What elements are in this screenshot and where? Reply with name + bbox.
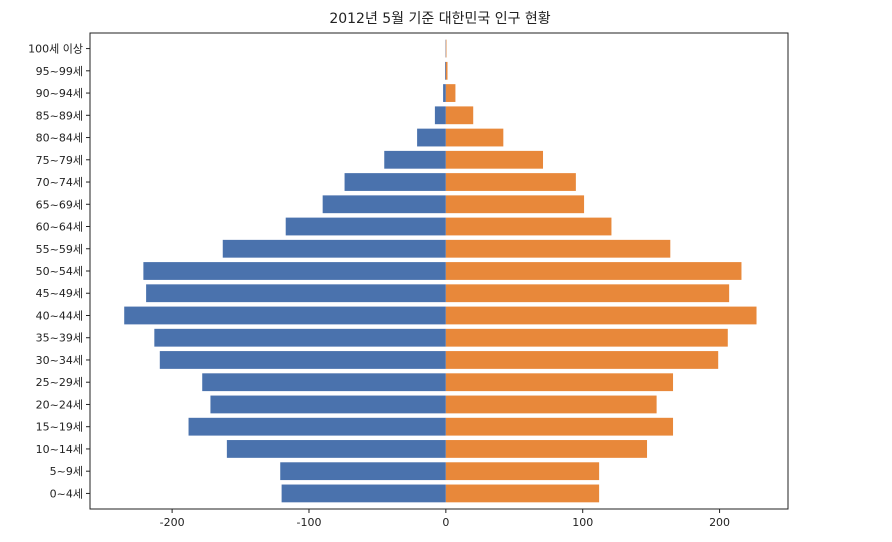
bar-left-19 — [445, 61, 446, 80]
bar-right-14 — [445, 173, 576, 191]
y-tick-label: 45~49세 — [36, 287, 83, 300]
y-tick-label: 15~19세 — [36, 421, 83, 434]
y-tick-label: 30~34세 — [36, 354, 83, 367]
bar-right-17 — [445, 106, 474, 125]
bar-left-8 — [124, 306, 446, 325]
bar-left-15 — [384, 150, 446, 169]
bar-left-17 — [434, 106, 446, 125]
bar-left-7 — [154, 328, 446, 347]
bar-left-11 — [222, 239, 446, 258]
bar-right-19 — [445, 61, 448, 80]
y-tick-label: 55~59세 — [36, 243, 83, 256]
bar-left-5 — [202, 373, 446, 392]
bar-left-14 — [344, 173, 446, 191]
bar-right-4 — [445, 395, 657, 414]
y-tick-label: 85~89세 — [36, 109, 83, 122]
y-tick-label: 80~84세 — [36, 132, 83, 145]
y-tick-label: 25~29세 — [36, 376, 83, 389]
y-tick-label: 0~4세 — [50, 487, 83, 500]
bar-left-4 — [210, 395, 446, 414]
y-tick-label: 5~9세 — [50, 465, 83, 478]
bar-right-18 — [445, 84, 456, 102]
y-tick-label: 50~54세 — [36, 265, 83, 278]
bar-right-16 — [445, 128, 504, 147]
bar-right-10 — [445, 262, 742, 280]
bar-right-8 — [445, 306, 757, 325]
y-tick-label: 40~44세 — [36, 309, 83, 322]
bar-left-9 — [146, 284, 446, 303]
plot-area-frame — [89, 32, 789, 510]
bars-group — [124, 39, 757, 503]
bar-left-13 — [322, 195, 446, 214]
bar-left-6 — [159, 351, 446, 369]
bar-left-16 — [417, 128, 446, 147]
bar-right-15 — [445, 150, 544, 169]
y-tick-label: 70~74세 — [36, 176, 83, 189]
bar-right-2 — [445, 440, 648, 458]
bar-left-18 — [443, 84, 446, 102]
y-tick-label: 35~39세 — [36, 332, 83, 345]
bar-right-1 — [445, 462, 600, 481]
bar-right-7 — [445, 328, 728, 347]
bar-right-11 — [445, 239, 671, 258]
chart-title: 2012년 5월 기준 대한민국 인구 현황 — [329, 11, 550, 27]
y-tick-label: 100세 이상 — [28, 43, 83, 56]
bar-right-5 — [445, 373, 674, 392]
bar-right-6 — [445, 351, 719, 369]
y-tick-label: 10~14세 — [36, 443, 83, 456]
x-axis-ticks: -200 -100 0 100 200 — [160, 509, 730, 529]
y-axis-ticks: 0~4세 5~9세 10~14세 15~19세 20~24세 25~29세 30~34세 35… — [28, 43, 90, 500]
y-tick-label: 75~79세 — [36, 154, 83, 167]
bar-left-0 — [281, 484, 446, 503]
bar-right-9 — [445, 284, 730, 303]
x-tick-label: -100 — [296, 516, 321, 529]
bar-left-10 — [143, 262, 446, 280]
x-tick-label: -200 — [160, 516, 185, 529]
bar-right-20 — [445, 39, 447, 58]
bar-left-12 — [285, 217, 446, 236]
bar-left-3 — [188, 417, 446, 436]
y-tick-label: 95~99세 — [36, 65, 83, 78]
y-tick-label: 65~69세 — [36, 198, 83, 211]
bar-right-12 — [445, 217, 612, 236]
bar-right-0 — [445, 484, 600, 503]
y-tick-label: 90~94세 — [36, 87, 83, 100]
y-tick-label: 20~24세 — [36, 398, 83, 411]
bar-left-1 — [280, 462, 446, 481]
bar-right-3 — [445, 417, 674, 436]
x-tick-label: 100 — [572, 516, 593, 529]
bar-left-2 — [226, 440, 446, 458]
bar-right-13 — [445, 195, 585, 214]
x-tick-label: 0 — [442, 516, 449, 529]
x-tick-label: 200 — [709, 516, 730, 529]
y-tick-label: 60~64세 — [36, 221, 83, 234]
